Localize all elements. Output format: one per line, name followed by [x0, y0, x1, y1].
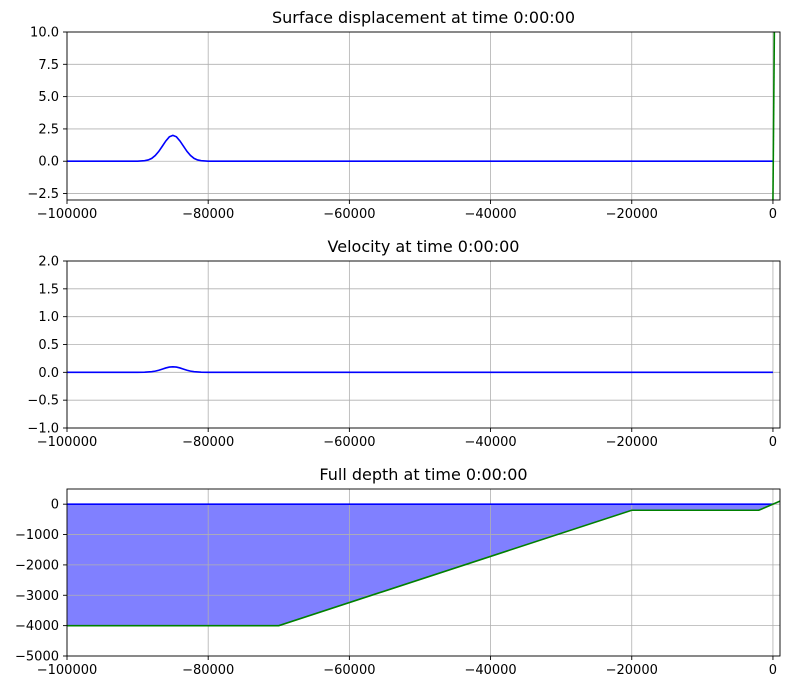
displacement-x-tick-label: −80000 — [182, 207, 234, 222]
displacement-title: Surface displacement at time 0:00:00 — [272, 8, 575, 27]
displacement-x-tick-label: −40000 — [464, 207, 516, 222]
velocity-series-0-line — [67, 365, 773, 374]
velocity-y-tick-label: 0.0 — [38, 366, 59, 381]
velocity-title: Velocity at time 0:00:00 — [328, 237, 520, 256]
displacement-panel: Surface displacement at time 0:00:00 −10… — [27, 8, 781, 222]
velocity-panel: Velocity at time 0:00:00 −100000 −80000 −6… — [27, 237, 781, 450]
velocity-y-tick-label: 1.0 — [38, 310, 59, 325]
velocity-x-tick-label: −60000 — [323, 435, 375, 450]
depth-title: Full depth at time 0:00:00 — [319, 465, 527, 484]
depth-x-tick-label: −100000 — [37, 663, 98, 678]
displacement-x-tick-label: −100000 — [37, 207, 98, 222]
depth-x-tick-label: −20000 — [606, 663, 658, 678]
displacement-x-tick-label: −20000 — [606, 207, 658, 222]
velocity-y-tick-label: −1.0 — [27, 422, 59, 437]
displacement-axes-frame — [66, 31, 781, 201]
displacement-y-tick-label: −2.5 — [27, 187, 59, 202]
depth-y-tick-label: −3000 — [15, 589, 59, 604]
displacement-y-tick-label: 10.0 — [30, 26, 59, 41]
depth-panel: Full depth at time 0:00:00 −100000 −80000… — [15, 465, 781, 678]
velocity-y-tick-label: 2.0 — [38, 255, 59, 270]
velocity-y-tick-label: 1.5 — [38, 282, 59, 297]
velocity-x-tick-label: −20000 — [606, 435, 658, 450]
velocity-x-tick-label: 0 — [769, 435, 777, 450]
depth-y-tick-label: −2000 — [15, 558, 59, 573]
depth-series-bottom-line — [67, 500, 780, 627]
velocity-x-tick-label: −40000 — [464, 435, 516, 450]
depth-y-tick-label: −1000 — [15, 528, 59, 543]
depth-y-tick-label: −5000 — [15, 650, 59, 665]
displacement-series-0-line — [67, 134, 773, 163]
velocity-x-tick-label: −80000 — [182, 435, 234, 450]
displacement-y-tick-label: 0.0 — [38, 155, 59, 170]
velocity-y-tick-label: −0.5 — [27, 394, 59, 409]
depth-x-tick-label: −80000 — [182, 663, 234, 678]
depth-axes-frame — [66, 488, 781, 657]
depth-x-tick-label: −40000 — [464, 663, 516, 678]
depth-x-tick-label: −60000 — [323, 663, 375, 678]
depth-x-tick-label: 0 — [769, 663, 777, 678]
displacement-y-tick-label: 2.5 — [38, 122, 59, 137]
velocity-x-tick-label: −100000 — [37, 435, 98, 450]
displacement-x-tick-label: −60000 — [323, 207, 375, 222]
displacement-x-tick-label: 0 — [769, 207, 777, 222]
displacement-y-tick-label: 5.0 — [38, 90, 59, 105]
depth-y-tick-label: 0 — [51, 498, 59, 513]
displacement-series-1-line — [772, 32, 776, 200]
velocity-y-tick-label: 0.5 — [38, 338, 59, 353]
depth-y-tick-label: −4000 — [15, 619, 59, 634]
displacement-y-tick-label: 7.5 — [38, 58, 59, 73]
